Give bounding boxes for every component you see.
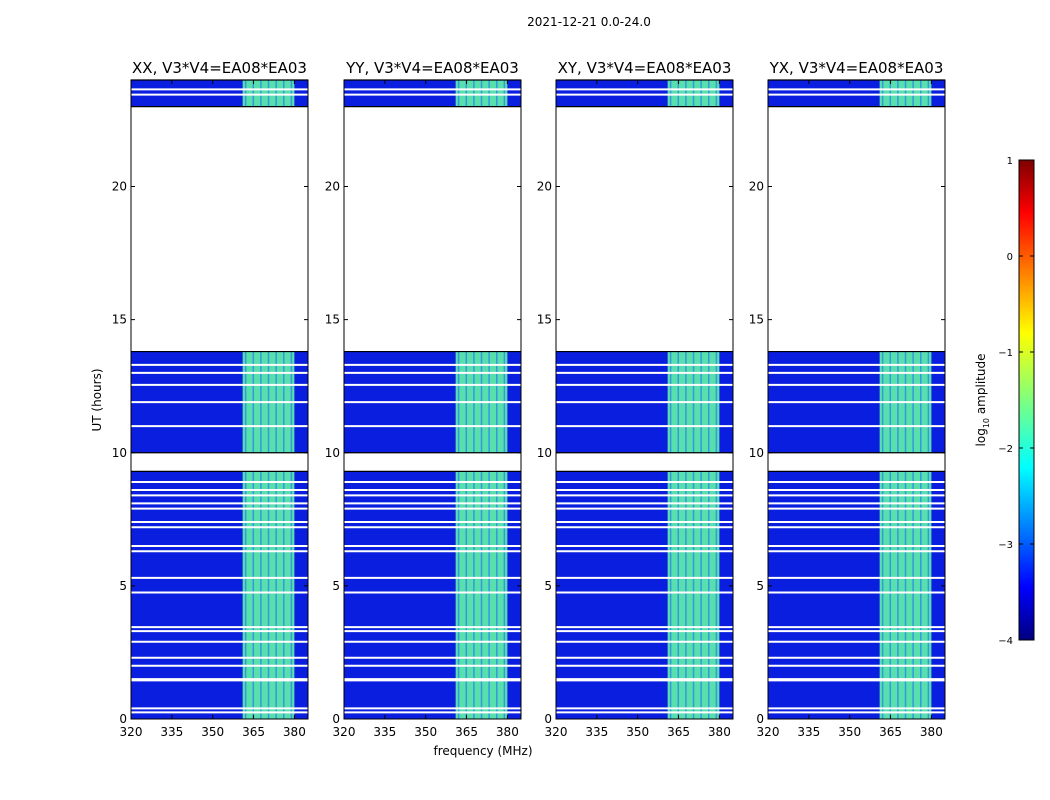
x-tick-label: 380 bbox=[283, 725, 306, 739]
x-tick-label: 320 bbox=[333, 725, 356, 739]
x-tick-label: 365 bbox=[242, 725, 265, 739]
colorbar: 1 0 −1 −2 −3 −4 log10 amplitude bbox=[974, 156, 1035, 647]
panel-title: XY, V3*V4=EA08*EA03 bbox=[558, 59, 732, 77]
x-tick-label: 320 bbox=[757, 725, 780, 739]
colorbar-gradient bbox=[1018, 159, 1035, 641]
colorbar-tick-label: 1 bbox=[1007, 156, 1013, 167]
colorbar-tick-label: −4 bbox=[998, 636, 1013, 647]
y-tick-label: 5 bbox=[544, 579, 552, 593]
x-tick-label: 380 bbox=[496, 725, 519, 739]
x-tick-label: 350 bbox=[626, 725, 649, 739]
y-tick-label: 10 bbox=[112, 446, 127, 460]
colorbar-tick-label: −2 bbox=[998, 444, 1013, 455]
x-tick-label: 350 bbox=[414, 725, 437, 739]
axes-frame bbox=[130, 79, 309, 720]
colorbar-tick-label: −3 bbox=[998, 540, 1013, 551]
y-tick-label: 5 bbox=[332, 579, 340, 593]
colorbar-ticks: 1 0 −1 −2 −3 −4 bbox=[998, 156, 1034, 647]
y-tick-label: 10 bbox=[537, 446, 552, 460]
colorbar-tick-label: −1 bbox=[998, 348, 1013, 359]
x-tick-label: 335 bbox=[797, 725, 820, 739]
y-tick-label: 0 bbox=[332, 712, 340, 726]
panels-group: XX, V3*V4=EA08*EA03 320 335 350 365 380 0 5 10 15… bbox=[112, 59, 946, 739]
colorbar-tick-label: 0 bbox=[1007, 252, 1013, 263]
panel-title: XX, V3*V4=EA08*EA03 bbox=[132, 59, 307, 77]
figure-title: 2021-12-21 0.0-24.0 bbox=[527, 15, 651, 29]
panel-title: YX, V3*V4=EA08*EA03 bbox=[769, 59, 944, 77]
x-tick-label: 320 bbox=[120, 725, 143, 739]
y-tick-label: 5 bbox=[756, 579, 764, 593]
y-tick-label: 5 bbox=[119, 579, 127, 593]
colorbar-label: log10 amplitude bbox=[974, 354, 991, 447]
x-tick-label: 350 bbox=[838, 725, 861, 739]
y-tick-label: 0 bbox=[756, 712, 764, 726]
y-tick-label: 20 bbox=[325, 180, 340, 194]
y-tick-label: 20 bbox=[749, 180, 764, 194]
panel-title: YY, V3*V4=EA08*EA03 bbox=[345, 59, 519, 77]
y-tick-label: 10 bbox=[749, 446, 764, 460]
y-tick-label: 20 bbox=[537, 180, 552, 194]
y-tick-label: 15 bbox=[112, 313, 127, 327]
y-axis-label: UT (hours) bbox=[90, 368, 104, 431]
x-tick-label: 380 bbox=[920, 725, 943, 739]
y-tick-label: 15 bbox=[537, 313, 552, 327]
x-tick-label: 335 bbox=[373, 725, 396, 739]
x-tick-label: 335 bbox=[160, 725, 183, 739]
x-tick-label: 380 bbox=[708, 725, 731, 739]
y-tick-label: 20 bbox=[112, 180, 127, 194]
panel-1: XX, V3*V4=EA08*EA03 320 335 350 365 380 0 5 10 15… bbox=[112, 59, 309, 739]
axes-frame bbox=[343, 79, 522, 720]
y-tick-label: 0 bbox=[544, 712, 552, 726]
panel-3: XY, V3*V4=EA08*EA03 320 335 350 365 380 0 5 10 15… bbox=[537, 59, 734, 739]
axes-frame bbox=[767, 79, 946, 720]
x-tick-label: 320 bbox=[545, 725, 568, 739]
x-tick-label: 335 bbox=[585, 725, 608, 739]
y-tick-label: 0 bbox=[119, 712, 127, 726]
x-tick-label: 365 bbox=[879, 725, 902, 739]
x-tick-label: 365 bbox=[455, 725, 478, 739]
axes-frame bbox=[555, 79, 734, 720]
y-tick-label: 15 bbox=[749, 313, 764, 327]
panel-2: YY, V3*V4=EA08*EA03 320 335 350 365 380 0 5 10 15… bbox=[325, 59, 522, 739]
panel-4: YX, V3*V4=EA08*EA03 320 335 350 365 380 0 5 10 15… bbox=[749, 59, 946, 739]
x-axis-label: frequency (MHz) bbox=[433, 744, 532, 758]
x-tick-label: 365 bbox=[667, 725, 690, 739]
y-tick-label: 15 bbox=[325, 313, 340, 327]
x-tick-label: 350 bbox=[201, 725, 224, 739]
y-tick-label: 10 bbox=[325, 446, 340, 460]
